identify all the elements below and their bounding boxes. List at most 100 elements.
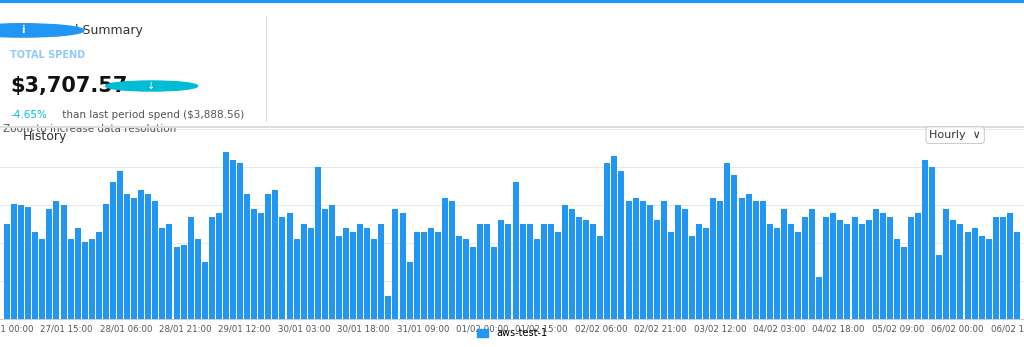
- Bar: [979, 236, 985, 319]
- Text: Hourly  ∨: Hourly ∨: [929, 130, 981, 140]
- Bar: [294, 239, 300, 319]
- Bar: [244, 194, 250, 319]
- Bar: [1014, 232, 1020, 319]
- Bar: [287, 213, 293, 319]
- Bar: [675, 205, 681, 319]
- Bar: [965, 232, 971, 319]
- Bar: [82, 242, 88, 319]
- Bar: [745, 194, 752, 319]
- Bar: [901, 247, 907, 319]
- Text: Spend Summary: Spend Summary: [39, 24, 142, 37]
- Bar: [660, 201, 667, 319]
- Bar: [703, 228, 710, 319]
- Bar: [492, 247, 498, 319]
- Bar: [96, 232, 101, 319]
- Bar: [682, 209, 688, 319]
- Bar: [414, 232, 420, 319]
- Bar: [33, 232, 38, 319]
- Bar: [760, 201, 766, 319]
- Bar: [640, 201, 646, 319]
- Bar: [724, 163, 730, 319]
- Bar: [618, 171, 625, 319]
- Bar: [513, 183, 518, 319]
- Bar: [590, 224, 596, 319]
- Bar: [11, 204, 17, 319]
- Text: Zoom to increase data resolution: Zoom to increase data resolution: [3, 124, 176, 134]
- Bar: [385, 296, 391, 319]
- Bar: [110, 183, 116, 319]
- Bar: [787, 224, 794, 319]
- Circle shape: [0, 24, 84, 37]
- Bar: [838, 220, 844, 319]
- Bar: [999, 217, 1006, 319]
- Bar: [456, 236, 462, 319]
- Bar: [519, 224, 525, 319]
- Bar: [753, 201, 759, 319]
- Text: $3,707.57: $3,707.57: [10, 76, 128, 96]
- Bar: [526, 224, 532, 319]
- Bar: [711, 197, 716, 319]
- Bar: [378, 224, 384, 319]
- Bar: [555, 232, 561, 319]
- Bar: [583, 220, 589, 319]
- Bar: [936, 255, 942, 319]
- Bar: [463, 239, 469, 319]
- Bar: [915, 213, 921, 319]
- Bar: [180, 245, 186, 319]
- Bar: [421, 232, 427, 319]
- Bar: [718, 201, 723, 319]
- Bar: [731, 175, 737, 319]
- Legend: aws-test-1: aws-test-1: [473, 324, 551, 342]
- Bar: [138, 190, 144, 319]
- Bar: [534, 239, 540, 319]
- Bar: [506, 224, 511, 319]
- Bar: [75, 228, 81, 319]
- Bar: [541, 224, 547, 319]
- Bar: [117, 171, 123, 319]
- Bar: [548, 224, 554, 319]
- Bar: [809, 209, 815, 319]
- Bar: [435, 232, 441, 319]
- Bar: [604, 163, 610, 319]
- Bar: [449, 201, 455, 319]
- Bar: [372, 239, 377, 319]
- Bar: [894, 239, 900, 319]
- Bar: [470, 247, 476, 319]
- Bar: [943, 209, 949, 319]
- Bar: [738, 197, 744, 319]
- Bar: [160, 228, 166, 319]
- Bar: [89, 239, 95, 319]
- Bar: [18, 205, 25, 319]
- Bar: [322, 209, 328, 319]
- Bar: [633, 197, 639, 319]
- Bar: [350, 232, 356, 319]
- Bar: [1007, 213, 1013, 319]
- Text: ↓: ↓: [147, 81, 156, 91]
- Bar: [908, 217, 914, 319]
- Bar: [124, 194, 130, 319]
- Bar: [209, 217, 215, 319]
- Bar: [929, 167, 935, 319]
- Bar: [365, 228, 371, 319]
- Bar: [258, 213, 264, 319]
- Bar: [314, 167, 321, 319]
- Bar: [343, 228, 349, 319]
- Bar: [173, 247, 179, 319]
- Bar: [852, 217, 857, 319]
- Bar: [865, 220, 871, 319]
- Bar: [280, 217, 286, 319]
- Bar: [872, 209, 879, 319]
- Bar: [499, 220, 505, 319]
- Bar: [484, 224, 490, 319]
- Bar: [145, 194, 152, 319]
- Bar: [187, 217, 194, 319]
- Bar: [781, 209, 786, 319]
- Bar: [986, 239, 991, 319]
- Bar: [301, 224, 306, 319]
- Text: History: History: [23, 130, 67, 143]
- Bar: [887, 217, 893, 319]
- Text: -4.65%: -4.65%: [10, 110, 47, 120]
- Bar: [46, 209, 52, 319]
- Bar: [336, 236, 342, 319]
- Bar: [577, 217, 582, 319]
